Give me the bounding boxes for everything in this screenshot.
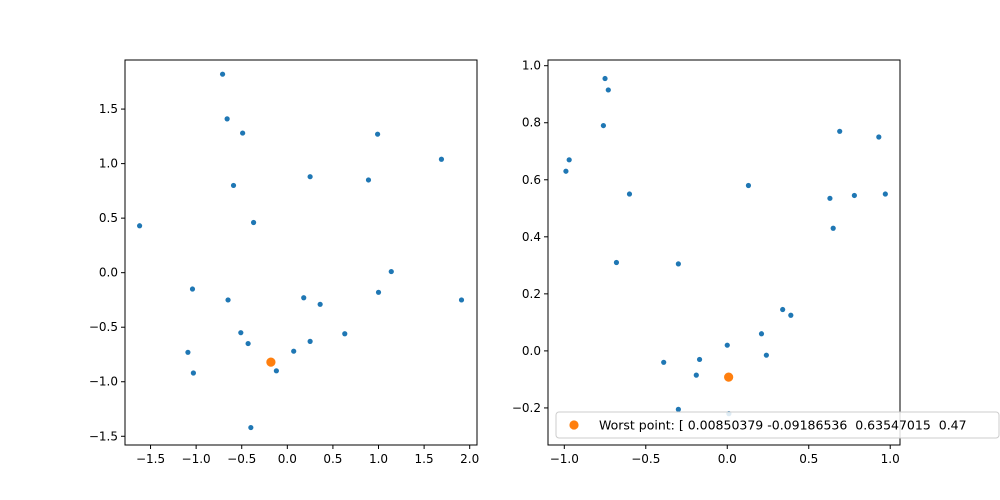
right-data-point-23 [675,406,681,412]
left-worst-point-layer [266,357,276,367]
left-data-point-16 [317,301,323,307]
right-data-point-2 [600,122,607,129]
left-y-tick-label-4: 0.5 [99,211,118,225]
left-worst-point [266,357,276,367]
legend-label: Worst point: [ 0.00850379 -0.09186536 0.… [599,418,967,433]
left-data-point-6 [365,177,372,183]
left-y-tick-label-3: 0.0 [99,266,118,280]
right-x-ticks: −1.0 −0.5 0.0 0.5 1.0 [550,445,900,466]
left-data-point-25 [248,424,254,431]
right-data-point-4 [876,134,882,140]
left-data-point-5 [307,174,313,180]
right-data-point-22 [693,372,699,378]
right-data-point-14 [675,261,681,267]
right-data-point-12 [830,225,836,231]
right-x-tick-label-0: −1.0 [550,452,579,466]
right-data-point-9 [882,191,888,197]
right-data-point-15 [780,306,786,313]
right-data-point-7 [745,182,752,189]
right-data-point-17 [758,331,765,337]
right-data-point-0 [602,75,608,82]
left-x-tick-label-1: −1.0 [182,452,211,466]
left-data-point-11 [189,286,196,292]
right-data-point-10 [851,192,857,199]
left-data-point-19 [307,338,313,344]
right-y-tick-label-4: 0.6 [522,173,541,187]
legend: Worst point: [ 0.00850379 -0.09186536 0.… [555,411,1000,439]
right-x-tick-label-3: 0.5 [799,452,818,466]
right-data-point-8 [626,191,633,197]
right-x-tick-label-2: 0.0 [718,452,737,466]
left-data-point-4 [438,156,445,162]
left-x-tick-label-6: 1.5 [415,452,434,466]
legend-worst-point-marker [569,420,579,430]
left-data-point-12 [375,289,382,295]
left-data-point-20 [245,340,251,347]
right-data-point-6 [563,168,569,174]
left-data-point-3 [375,131,381,137]
right-plot-frame [547,59,901,446]
right-x-tick-label-4: 1.0 [881,452,900,466]
right-y-tick-label-3: 0.4 [522,230,541,244]
left-y-tick-label-1: −1.0 [89,375,118,389]
right-x-tick-label-1: −0.5 [631,452,660,466]
left-data-point-23 [190,370,196,376]
left-x-tick-label-5: 1.0 [369,452,388,466]
right-data-point-5 [566,157,572,163]
legend-box [555,411,1000,439]
right-data-point-20 [661,359,667,365]
right-data-point-13 [613,259,620,266]
right-y-tick-label-0: −0.2 [512,401,541,415]
left-y-tick-label-0: −1.5 [89,429,118,443]
right-worst-point-layer [724,372,734,382]
right-y-tick-label-1: 0.0 [522,344,541,358]
right-data-point-21 [696,356,703,363]
left-x-tick-label-4: 0.5 [323,452,342,466]
left-data-point-2 [240,130,246,136]
left-data-point-24 [273,368,279,374]
left-data-point-17 [238,330,244,336]
left-scatter-plot: −1.5 −1.0 −0.5 0.0 0.5 1.0 1.5 2.0 −1.5 −1.0 −0.5… [89,59,479,466]
right-data-point-19 [763,352,769,358]
right-y-ticks: −0.2 0.0 0.2 0.4 0.6 0.8 1.0 [512,59,548,415]
right-y-tick-label-6: 1.0 [522,59,541,73]
left-data-points [136,71,465,431]
left-data-point-10 [388,268,394,275]
right-data-point-11 [827,195,833,201]
right-data-point-18 [724,342,730,348]
left-data-point-9 [250,219,257,226]
left-data-point-22 [291,348,297,354]
left-data-point-15 [458,297,465,303]
left-x-tick-label-0: −1.5 [136,452,165,466]
left-y-tick-label-5: 1.0 [99,157,118,171]
right-data-point-3 [837,128,843,134]
left-data-point-7 [230,182,237,189]
left-y-tick-label-6: 1.5 [99,102,118,116]
left-data-point-14 [301,295,307,301]
right-data-point-1 [605,87,611,93]
left-x-ticks: −1.5 −1.0 −0.5 0.0 0.5 1.0 1.5 2.0 [136,445,479,466]
left-data-point-21 [185,349,191,355]
right-y-tick-label-5: 0.8 [522,116,541,130]
right-y-tick-label-2: 0.2 [522,287,541,301]
right-data-point-16 [788,312,794,318]
left-data-point-18 [342,331,348,337]
right-worst-point [724,372,734,382]
left-data-point-13 [225,297,231,303]
left-data-point-8 [136,223,143,229]
left-y-ticks: −1.5 −1.0 −0.5 0.0 0.5 1.0 1.5 [89,102,125,443]
left-data-point-1 [224,116,230,122]
left-data-point-0 [219,71,226,77]
left-x-tick-label-3: 0.0 [278,452,297,466]
right-scatter-plot: −1.0 −0.5 0.0 0.5 1.0 −0.2 0.0 0.2 0.4 0.6 0.8 1.0 [512,59,901,466]
left-plot-frame [124,59,478,446]
left-y-tick-label-2: −0.5 [89,320,118,334]
right-data-points [563,75,888,417]
left-x-tick-label-7: 2.0 [460,452,479,466]
left-x-tick-label-2: −0.5 [227,452,256,466]
